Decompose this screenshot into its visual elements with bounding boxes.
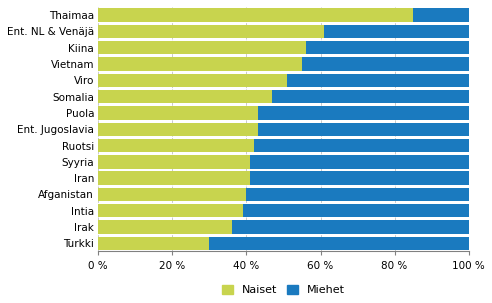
Bar: [98, 171, 250, 185]
Bar: [246, 188, 469, 201]
Bar: [98, 106, 257, 120]
Bar: [243, 204, 469, 218]
Bar: [306, 41, 469, 54]
Bar: [324, 25, 469, 38]
Bar: [98, 204, 243, 218]
Bar: [98, 139, 254, 152]
Bar: [98, 122, 257, 136]
Bar: [273, 90, 469, 103]
Bar: [98, 25, 324, 38]
Bar: [98, 155, 250, 168]
Bar: [98, 188, 246, 201]
Bar: [413, 8, 469, 22]
Bar: [250, 171, 469, 185]
Bar: [250, 155, 469, 168]
Bar: [232, 220, 469, 234]
Bar: [98, 57, 302, 71]
Bar: [98, 237, 210, 250]
Bar: [302, 57, 469, 71]
Legend: Naiset, Miehet: Naiset, Miehet: [218, 281, 349, 300]
Bar: [287, 74, 469, 87]
Bar: [254, 139, 469, 152]
Bar: [257, 106, 469, 120]
Bar: [98, 90, 273, 103]
Bar: [257, 122, 469, 136]
Bar: [98, 41, 306, 54]
Bar: [98, 8, 413, 22]
Bar: [98, 220, 232, 234]
Bar: [210, 237, 469, 250]
Bar: [98, 74, 287, 87]
